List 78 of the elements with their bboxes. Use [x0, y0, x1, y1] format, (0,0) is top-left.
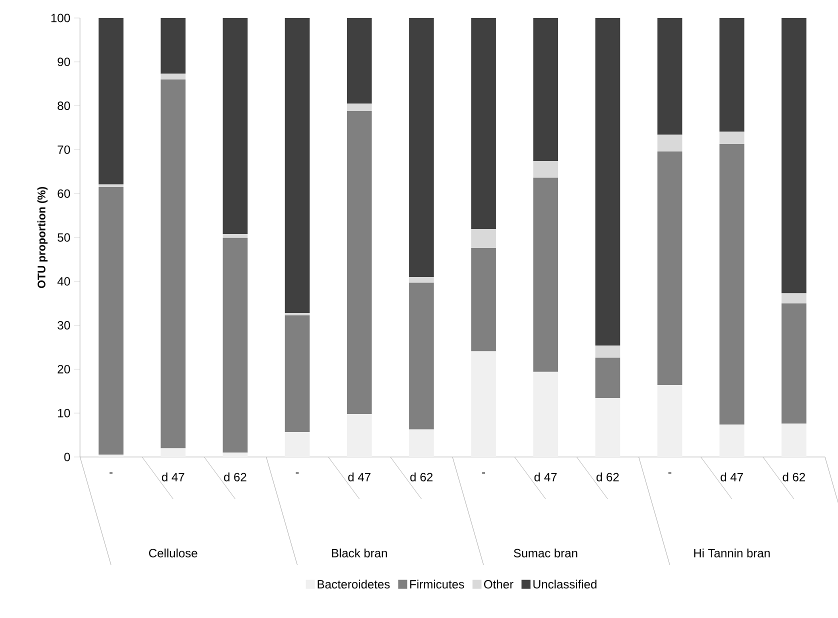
y-tick-label: 10 — [58, 408, 70, 418]
bar — [657, 151, 682, 385]
bar — [346, 104, 372, 112]
text: Sumac bran — [514, 548, 578, 558]
text: Black bran — [332, 548, 387, 558]
bar — [346, 414, 372, 457]
legend-label: Bacteroidetes — [318, 580, 390, 589]
y-tick-label: 100 — [51, 14, 70, 22]
bar — [782, 303, 806, 424]
bar — [595, 18, 620, 346]
x-tick-label: - — [668, 472, 672, 474]
bar — [719, 132, 744, 144]
x-tick-label: d 47 — [534, 472, 557, 482]
text: Cellulose — [149, 548, 198, 558]
x-tick-label: d 62 — [410, 472, 433, 482]
x-tick-label: d 47 — [348, 472, 370, 482]
bar — [98, 184, 124, 188]
bar — [346, 18, 372, 104]
bar — [284, 18, 310, 313]
x-tick-label: d 62 — [596, 472, 619, 482]
bar — [471, 351, 496, 457]
y-tick-label: 90 — [58, 58, 70, 66]
bar — [657, 134, 682, 152]
bar — [657, 18, 682, 135]
y-tick-label: 20 — [58, 364, 70, 374]
bar — [284, 432, 310, 457]
bar — [160, 18, 186, 74]
bar — [657, 384, 682, 457]
bar — [782, 18, 806, 294]
bar — [98, 187, 124, 455]
bar — [409, 18, 434, 277]
bar — [98, 18, 124, 184]
bar — [719, 18, 744, 132]
x-tick-label: - — [296, 472, 299, 474]
bar — [222, 18, 248, 234]
bar — [782, 424, 806, 457]
y-tick-label: 40 — [57, 277, 70, 286]
legend-label: Firmicutes — [410, 580, 464, 589]
bar — [533, 161, 558, 178]
bar — [471, 229, 496, 248]
bar — [782, 293, 806, 304]
bar — [160, 74, 186, 80]
x-tick-label: - — [482, 472, 486, 474]
text: Hi Tannin bran — [694, 548, 770, 558]
bar — [533, 372, 558, 457]
bar — [595, 358, 620, 398]
bar — [533, 178, 558, 372]
bar — [471, 18, 496, 230]
bar — [533, 18, 558, 162]
legend-label: Unclassified — [533, 580, 596, 589]
bar — [160, 448, 186, 457]
x-tick-label: - — [110, 472, 113, 474]
bar — [409, 277, 434, 283]
bar — [595, 398, 620, 457]
bar — [222, 234, 248, 238]
bar — [409, 429, 434, 457]
bar — [409, 282, 434, 430]
y-tick-label: 60 — [58, 189, 70, 198]
bar — [222, 238, 248, 453]
y-axis-title: OTU proportion (%) — [37, 187, 48, 288]
x-tick-label: d 47 — [162, 472, 184, 482]
bar — [222, 452, 248, 457]
y-tick-label: 80 — [58, 102, 70, 110]
x-tick-label: d 47 — [720, 472, 743, 482]
bar — [719, 424, 744, 457]
legend-label: Other — [484, 580, 514, 589]
x-tick-label: d 62 — [782, 472, 806, 482]
bar — [346, 111, 372, 414]
x-tick-label: d 62 — [224, 472, 246, 482]
bar — [471, 248, 496, 352]
y-tick-label: 0 — [64, 452, 70, 462]
y-tick-label: 70 — [58, 145, 70, 154]
bar — [160, 79, 186, 448]
bar — [719, 144, 744, 424]
bar — [595, 345, 620, 358]
y-tick-label: 30 — [58, 321, 70, 330]
y-tick-label: 50 — [58, 233, 70, 242]
bar — [284, 315, 310, 432]
